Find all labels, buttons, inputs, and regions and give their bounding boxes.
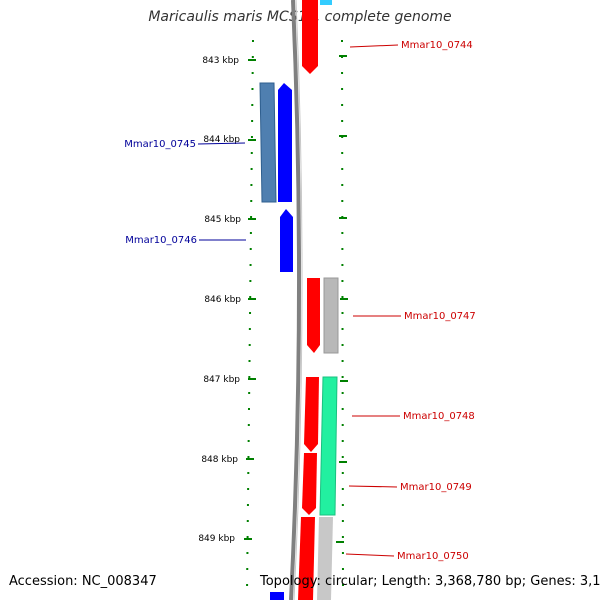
accession-text: Accession: NC_008347 [9,574,157,589]
label-mmar10-0745[interactable]: Mmar10_0745 [124,139,196,150]
label-mmar10-0749[interactable]: Mmar10_0749 [400,482,472,493]
label-mmar10-0748[interactable]: Mmar10_0748 [403,411,475,422]
gene-mmar10-0747[interactable] [307,278,320,353]
gene-blue-bottom-stub[interactable] [270,592,284,600]
label-mmar10-0746[interactable]: Mmar10_0746 [125,235,197,246]
outer-dotted-rail [341,39,344,593]
gene-mmar10-0745-feature[interactable] [259,82,277,203]
tick-label-843: 843 kbp [202,56,239,66]
tick-label-846: 846 kbp [204,295,241,305]
genome-backbone-highlight [293,0,303,600]
genome-backbone [289,0,302,600]
feature-mmar10-0750-gray[interactable] [317,517,333,600]
gene-mmar10-0745[interactable] [278,83,292,202]
map-title: Maricaulis maris MCS10, complete genome [148,9,452,25]
feature-top-cyan[interactable] [320,0,332,5]
tick-label-845: 845 kbp [204,215,241,225]
gene-mmar10-0748[interactable] [304,377,319,452]
gene-mmar10-0750[interactable] [298,517,315,600]
gene-mmar10-0749[interactable] [302,453,317,515]
gene-mmar10-0744[interactable] [302,0,318,74]
tick-label-847: 847 kbp [203,375,240,385]
tick-label-848: 848 kbp [201,455,238,465]
label-leaders [197,44,401,557]
gene-mmar10-0746[interactable] [280,209,293,272]
inner-dotted-rail [246,39,254,593]
tick-label-844: 844 kbp [203,135,240,145]
tick-label-849: 849 kbp [198,534,235,544]
inner-tick-marks [244,59,256,540]
outer-tick-marks [336,55,348,543]
label-mmar10-0750[interactable]: Mmar10_0750 [397,551,469,562]
feature-mmar10-0747-gray[interactable] [323,277,339,354]
feature-mmar10-0748-green[interactable] [319,376,338,516]
label-mmar10-0744[interactable]: Mmar10_0744 [401,40,473,51]
label-mmar10-0747[interactable]: Mmar10_0747 [404,311,476,322]
genome-summary-text: Topology: circular; Length: 3,368,780 bp… [260,574,600,589]
